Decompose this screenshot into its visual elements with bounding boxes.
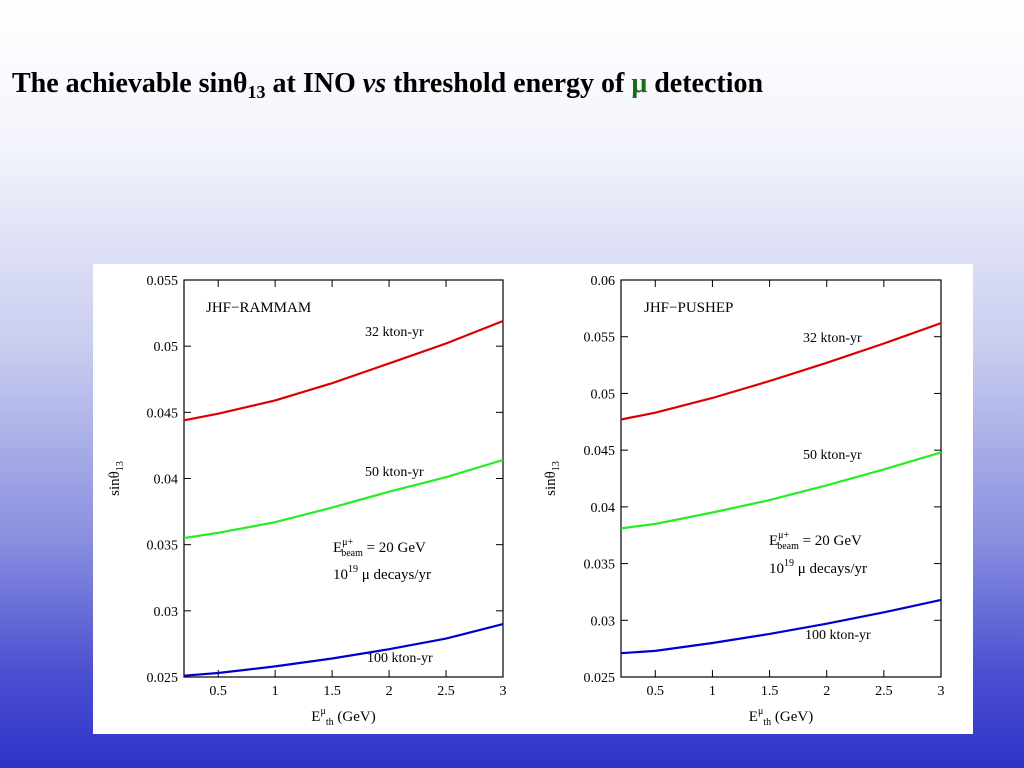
anno-value: = 20 GeV	[799, 533, 862, 549]
anno-e: E	[769, 533, 778, 549]
x-tick-label: 1	[272, 684, 279, 699]
y-axis-label-sub: 13	[115, 461, 126, 471]
title-sub: 13	[247, 82, 266, 102]
anno-decays: μ decays/yr	[794, 561, 867, 577]
slide-title: The achievable sinθ13 at INO vs threshol…	[12, 68, 764, 102]
y-tick-label: 0.06	[591, 274, 616, 289]
series-line-3	[620, 598, 942, 655]
y-tick-label: 0.055	[584, 331, 616, 346]
series-line-2	[620, 451, 942, 530]
series-label-2: 50 kton-yr	[803, 448, 862, 463]
anno-value: = 20 GeV	[363, 540, 426, 556]
y-tick-label: 0.03	[591, 614, 616, 629]
x-tick-label: 3	[938, 684, 945, 699]
y-tick-label: 0.035	[584, 558, 616, 573]
beam-energy-annotation: Eμ+ beam = 20 GeV	[769, 530, 862, 552]
title-part3: threshold energy of	[386, 68, 632, 99]
x-axis-label-e: E	[311, 709, 320, 725]
y-tick-label: 0.04	[154, 473, 179, 488]
y-tick-label: 0.025	[584, 671, 616, 686]
charts-svg: 0.025 0.03 0.035 0.04 0.045 0.05 0.055 0.5 1 1.5 2…	[107, 274, 945, 728]
anno-exp: 19	[348, 564, 358, 575]
y-tick-label: 0.025	[147, 671, 179, 686]
y-tick-label: 0.05	[591, 387, 616, 402]
x-tick-label: 0.5	[647, 684, 665, 699]
x-tick-label: 3	[500, 684, 507, 699]
x-axis-label-unit: (GeV)	[771, 709, 813, 725]
chart-panel-2: 0.025 0.03 0.035 0.04 0.045 0.05 0.055 0.06 0.5 1…	[543, 274, 945, 728]
beam-energy-annotation: Eμ+ beam = 20 GeV	[333, 537, 426, 559]
anno-sub: beam	[777, 541, 799, 552]
anno-sup: μ+	[342, 537, 353, 548]
x-tick-label: 2	[386, 684, 393, 699]
figure-panel: 0.025 0.03 0.035 0.04 0.045 0.05 0.055 0.5 1 1.5 2…	[93, 264, 973, 734]
x-axis-label-sub: th	[326, 717, 334, 728]
title-part2: at INO	[265, 68, 363, 99]
x-tick-label: 1	[709, 684, 716, 699]
x-axis-label-unit: (GeV)	[334, 709, 376, 725]
series-label-1: 32 kton-yr	[803, 331, 862, 346]
title-theta: θ	[232, 68, 248, 99]
title-part1: The achievable sin	[12, 68, 233, 99]
y-tick-label: 0.03	[154, 605, 179, 620]
y-axis-label-main: sinθ	[543, 471, 559, 496]
y-tick-label: 0.045	[147, 406, 179, 421]
x-tick-label: 1.5	[761, 684, 779, 699]
x-axis-label: Eμth (GeV)	[311, 706, 375, 728]
y-tick-label: 0.055	[147, 274, 179, 289]
x-tick-label: 2.5	[437, 684, 455, 699]
series-line-1	[183, 319, 504, 422]
series-line-3	[183, 623, 504, 677]
series-label-2: 50 kton-yr	[365, 465, 424, 480]
x-axis-label-sup: μ	[320, 706, 325, 717]
x-axis-label-sup: μ	[758, 706, 763, 717]
x-axis-label-sub: th	[763, 717, 771, 728]
title-part4: detection	[647, 68, 764, 99]
y-axis-label-main: sinθ	[107, 471, 123, 496]
series-label-1: 32 kton-yr	[365, 325, 424, 340]
y-axis-label: sinθ13	[107, 461, 126, 496]
y-axis-label: sinθ13	[543, 461, 562, 496]
x-tick-label: 2	[823, 684, 830, 699]
anno-exp: 19	[784, 558, 794, 569]
y-tick-label: 0.04	[591, 501, 616, 516]
y-tick-label: 0.035	[147, 539, 179, 554]
series-line-1	[620, 322, 942, 421]
panel-title: JHF−RAMMAM	[206, 300, 311, 316]
title-vs: vs	[362, 68, 387, 99]
title-mu: μ	[631, 68, 648, 99]
y-tick-label: 0.05	[154, 340, 179, 355]
anno-e: E	[333, 540, 342, 556]
x-axis-label-e: E	[749, 709, 758, 725]
y-tick-label: 0.045	[584, 444, 616, 459]
series-line-2	[183, 458, 504, 540]
series-label-3: 100 kton-yr	[805, 628, 871, 643]
plot-frame	[620, 279, 942, 678]
series-label-3: 100 kton-yr	[367, 651, 433, 666]
decays-annotation: 1019 μ decays/yr	[333, 564, 431, 583]
x-axis-label: Eμth (GeV)	[749, 706, 813, 728]
x-tick-label: 2.5	[875, 684, 893, 699]
anno-sub: beam	[341, 548, 363, 559]
chart-panel-1: 0.025 0.03 0.035 0.04 0.045 0.05 0.055 0.5 1 1.5 2…	[107, 274, 507, 728]
anno-ten: 10	[769, 561, 784, 577]
anno-ten: 10	[333, 567, 348, 583]
panel-title: JHF−PUSHEP	[644, 300, 733, 316]
x-tick-label: 0.5	[209, 684, 227, 699]
anno-decays: μ decays/yr	[358, 567, 431, 583]
decays-annotation: 1019 μ decays/yr	[769, 558, 867, 577]
anno-sup: μ+	[778, 530, 789, 541]
x-tick-label: 1.5	[323, 684, 341, 699]
y-axis-label-sub: 13	[551, 461, 562, 471]
